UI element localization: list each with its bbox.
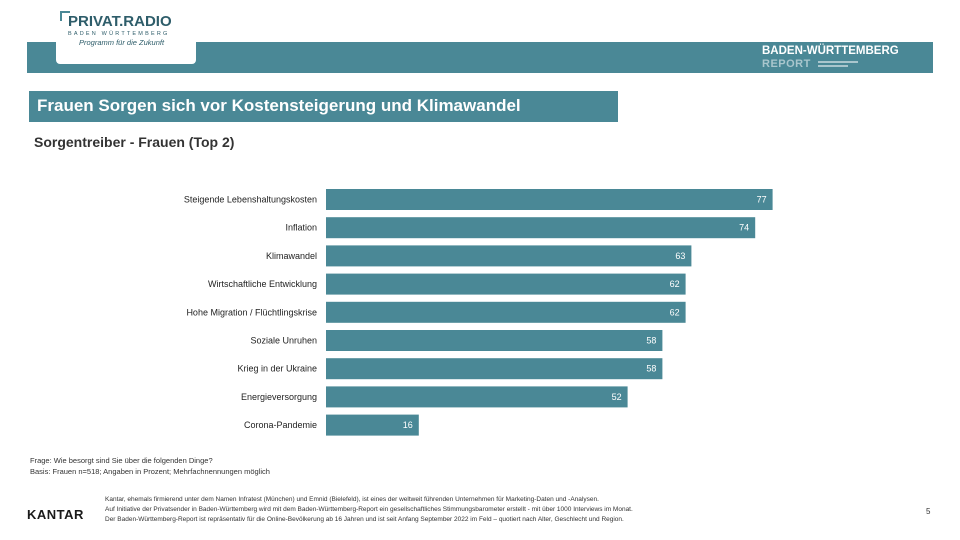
value-label: 58 (646, 336, 656, 346)
value-label: 74 (739, 223, 749, 233)
category-label: Hohe Migration / Flüchtlingskrise (186, 307, 317, 317)
bar (326, 358, 663, 380)
bar (326, 217, 756, 239)
bar (326, 414, 419, 436)
brand-logo (56, 8, 196, 64)
category-label: Klimawandel (266, 251, 317, 261)
logo-corner-mark (60, 11, 70, 21)
value-label: 16 (403, 420, 413, 430)
value-label: 63 (675, 251, 685, 261)
slide-title: Frauen Sorgen sich vor Kostensteigerung … (37, 96, 521, 115)
page-number: 5 (926, 507, 931, 516)
question-note: Frage: Wie besorgt sind Sie über die fol… (30, 456, 213, 465)
bar (326, 245, 692, 267)
category-label: Krieg in der Ukraine (237, 364, 317, 374)
value-label: 62 (670, 279, 680, 289)
bar (326, 273, 686, 295)
brand-region: BADEN WÜRTTEMBERG (68, 31, 170, 37)
category-label: Inflation (285, 223, 317, 233)
bar (326, 386, 628, 408)
disclaimer-line-2: Auf Initiative der Privatsender in Baden… (105, 506, 633, 513)
category-label: Soziale Unruhen (250, 336, 317, 346)
value-label: 77 (757, 195, 767, 205)
category-label: Energieversorgung (241, 392, 317, 402)
kantar-logo: KANTAR (27, 507, 84, 522)
report-decoration (818, 61, 858, 69)
value-label: 62 (670, 307, 680, 317)
category-label: Steigende Lebenshaltungskosten (184, 195, 317, 205)
title-box (29, 91, 618, 122)
category-label: Corona-Pandemie (244, 420, 317, 430)
brand-tagline: Programm für die Zukunft (79, 38, 165, 47)
report-title: BADEN-WÜRTTEMBERG (762, 45, 899, 57)
basis-note: Basis: Frauen n=518; Angaben in Prozent;… (30, 467, 270, 476)
bar (326, 330, 663, 351)
disclaimer-line-3: Der Baden-Württemberg-Report ist repräse… (105, 516, 624, 523)
chart-subtitle: Sorgentreiber - Frauen (Top 2) (34, 134, 235, 150)
brand-name: PRIVAT.RADIO (68, 13, 172, 30)
report-subtitle: REPORT (762, 58, 811, 70)
bar (326, 189, 773, 210)
value-label: 58 (646, 364, 656, 374)
category-label: Wirtschaftliche Entwicklung (208, 279, 317, 289)
value-label: 52 (612, 392, 622, 402)
disclaimer-line-1: Kantar, ehemals firmierend unter dem Nam… (105, 496, 599, 503)
bar (326, 301, 686, 323)
